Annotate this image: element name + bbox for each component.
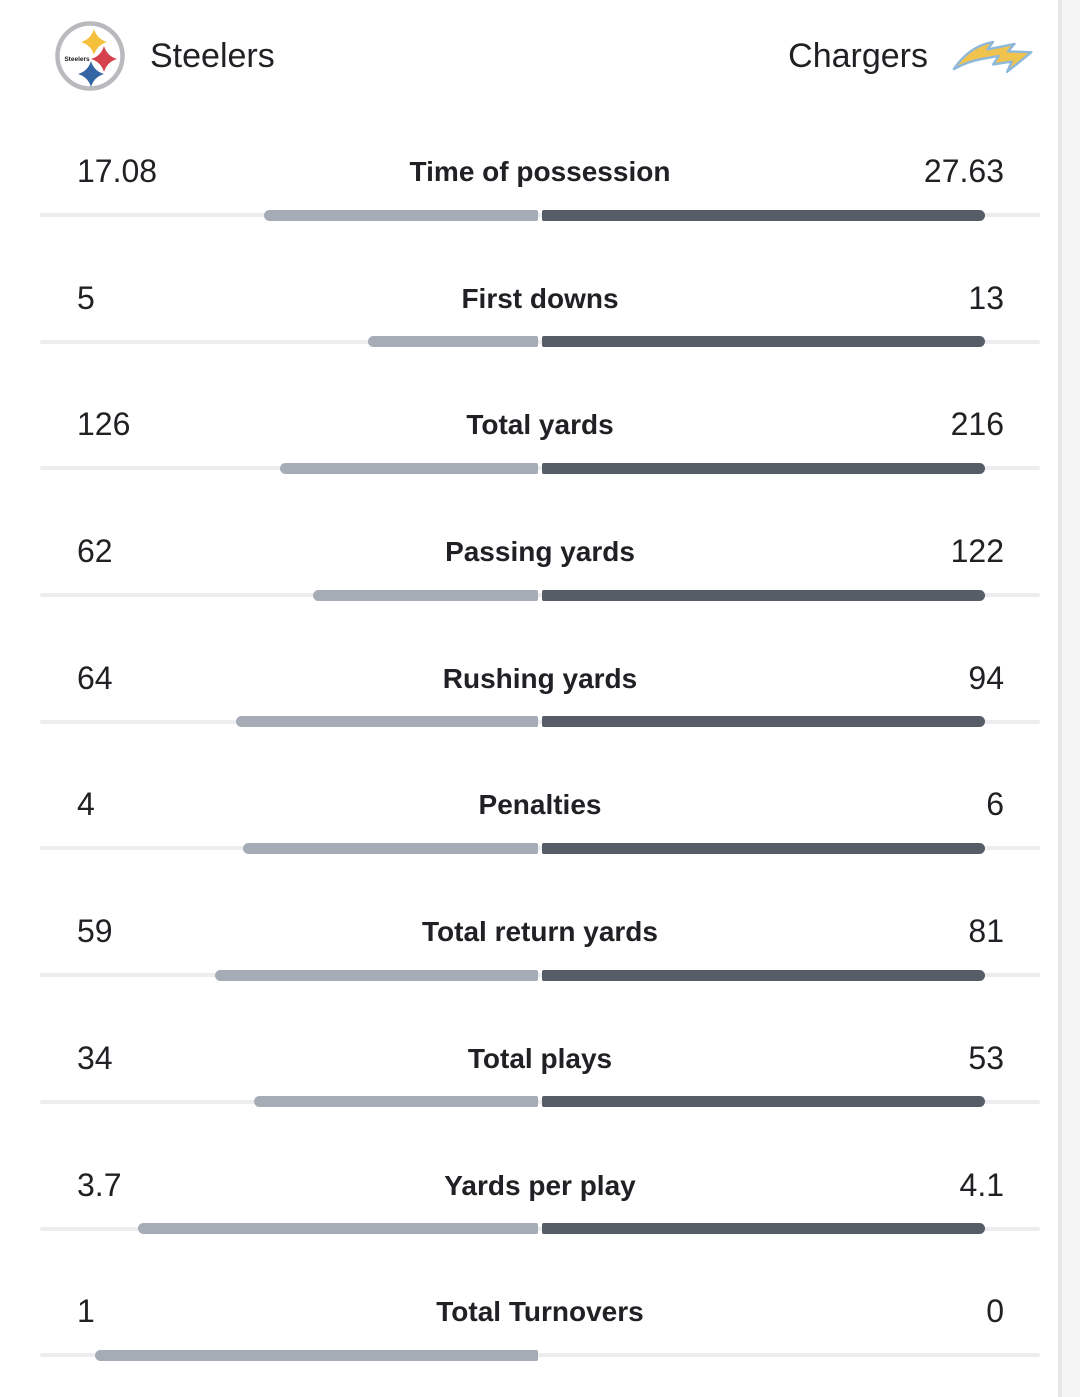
- stat-label: Time of possession: [409, 156, 671, 187]
- stat-label: Rushing yards: [442, 662, 638, 694]
- bar-track: [40, 339, 1040, 344]
- chargers-bolt-icon: [952, 40, 1033, 74]
- bar-track: [40, 466, 1040, 471]
- stats-list: 17.08 Time of possession 27.63 5 First d…: [40, 130, 1040, 1397]
- right-value: 0: [986, 1293, 1004, 1330]
- right-value: 13: [968, 279, 1004, 316]
- stat-label: Passing yards: [445, 536, 635, 568]
- left-value: 59: [77, 913, 113, 950]
- team-name-right: Chargers: [788, 37, 928, 75]
- left-team-bar: [368, 336, 538, 348]
- left-value: 3.7: [77, 1166, 122, 1203]
- right-value: 6: [986, 786, 1004, 823]
- bar-track: [40, 1099, 1040, 1104]
- stat-label: Total plays: [467, 1042, 613, 1074]
- right-value: 81: [968, 913, 1004, 950]
- bar-track: [40, 973, 1040, 978]
- stat-label: Total return yards: [422, 916, 658, 948]
- left-value: 62: [77, 533, 113, 570]
- stat-row: 5 First downs 13: [40, 257, 1040, 384]
- left-team-bar: [254, 1096, 538, 1108]
- stat-row: 3.7 Yards per play 4.1: [40, 1144, 1040, 1271]
- right-value: 94: [968, 659, 1004, 696]
- stat-row: 1 Total Turnovers 0: [40, 1270, 1040, 1397]
- left-value: 34: [77, 1039, 113, 1076]
- right-team-bar: [542, 336, 985, 348]
- stat-row: 64 Rushing yards 94: [40, 637, 1040, 764]
- stat-row: 17.08 Time of possession 27.63: [40, 130, 1040, 257]
- stat-bar-area: [40, 589, 1040, 601]
- left-team-bar: [138, 1223, 538, 1234]
- right-team-bar: [542, 716, 985, 728]
- bar-track: [40, 1226, 1040, 1231]
- steelers-logo-wordmark: Steelers: [64, 56, 90, 63]
- stat-bar-area: [40, 1223, 1040, 1235]
- stat-label: Total yards: [466, 409, 614, 441]
- stat-bar-area: [40, 1349, 1040, 1361]
- left-team-bar: [280, 462, 538, 474]
- stat-row: 34 Total plays 53: [40, 1017, 1040, 1144]
- team-left: Steelers Steelers: [55, 21, 275, 91]
- left-team-bar: [264, 209, 538, 221]
- right-value: 122: [950, 533, 1004, 570]
- right-team-bar: [542, 1223, 985, 1234]
- right-value: 4.1: [959, 1166, 1004, 1203]
- stat-row: 59 Total return yards 81: [40, 890, 1040, 1017]
- stat-row: 126 Total yards 216: [40, 383, 1040, 510]
- right-value: 216: [950, 406, 1004, 443]
- team-name-left: Steelers: [150, 37, 275, 75]
- team-right: Chargers: [788, 34, 1037, 78]
- left-value: 4: [77, 786, 95, 823]
- left-team-bar: [243, 842, 538, 854]
- bar-track: [40, 846, 1040, 851]
- stat-label: Penalties: [478, 789, 602, 821]
- stat-label: Total Turnovers: [436, 1296, 644, 1328]
- left-value: 1: [77, 1293, 95, 1330]
- stat-bar-area: [40, 336, 1040, 348]
- right-team-bar: [542, 209, 985, 221]
- left-value: 64: [77, 659, 113, 696]
- stat-bar-area: [40, 842, 1040, 854]
- right-team-bar: [542, 1096, 985, 1108]
- stats-header: Steelers Steelers Chargers: [55, 20, 1037, 92]
- stat-bar-area: [40, 716, 1040, 728]
- right-team-bar: [542, 462, 985, 474]
- left-team-bar: [236, 716, 538, 728]
- scrollbar[interactable]: [1058, 0, 1080, 1397]
- stat-bar-area: [40, 1096, 1040, 1108]
- right-value: 27.63: [923, 153, 1004, 189]
- right-team-bar: [542, 589, 985, 601]
- stat-label: First downs: [461, 282, 619, 314]
- steelers-logo-icon: Steelers: [55, 21, 125, 91]
- bar-track: [40, 213, 1040, 217]
- stat-bar-area: [40, 209, 1040, 221]
- bar-track: [40, 1353, 1040, 1358]
- stat-row: 4 Penalties 6: [40, 763, 1040, 890]
- bar-track: [40, 719, 1040, 724]
- left-team-bar: [95, 1349, 538, 1361]
- stat-label: Yards per play: [444, 1169, 636, 1201]
- left-value: 17.08: [77, 153, 158, 189]
- bar-track: [40, 593, 1040, 598]
- stat-bar-area: [40, 462, 1040, 474]
- right-team-bar: [542, 842, 985, 854]
- stat-row: 62 Passing yards 122: [40, 510, 1040, 637]
- left-value: 126: [77, 406, 131, 443]
- right-value: 53: [968, 1039, 1004, 1076]
- left-team-bar: [313, 589, 538, 601]
- left-value: 5: [77, 279, 95, 316]
- stat-bar-area: [40, 969, 1040, 981]
- left-team-bar: [215, 969, 538, 981]
- right-team-bar: [542, 969, 985, 981]
